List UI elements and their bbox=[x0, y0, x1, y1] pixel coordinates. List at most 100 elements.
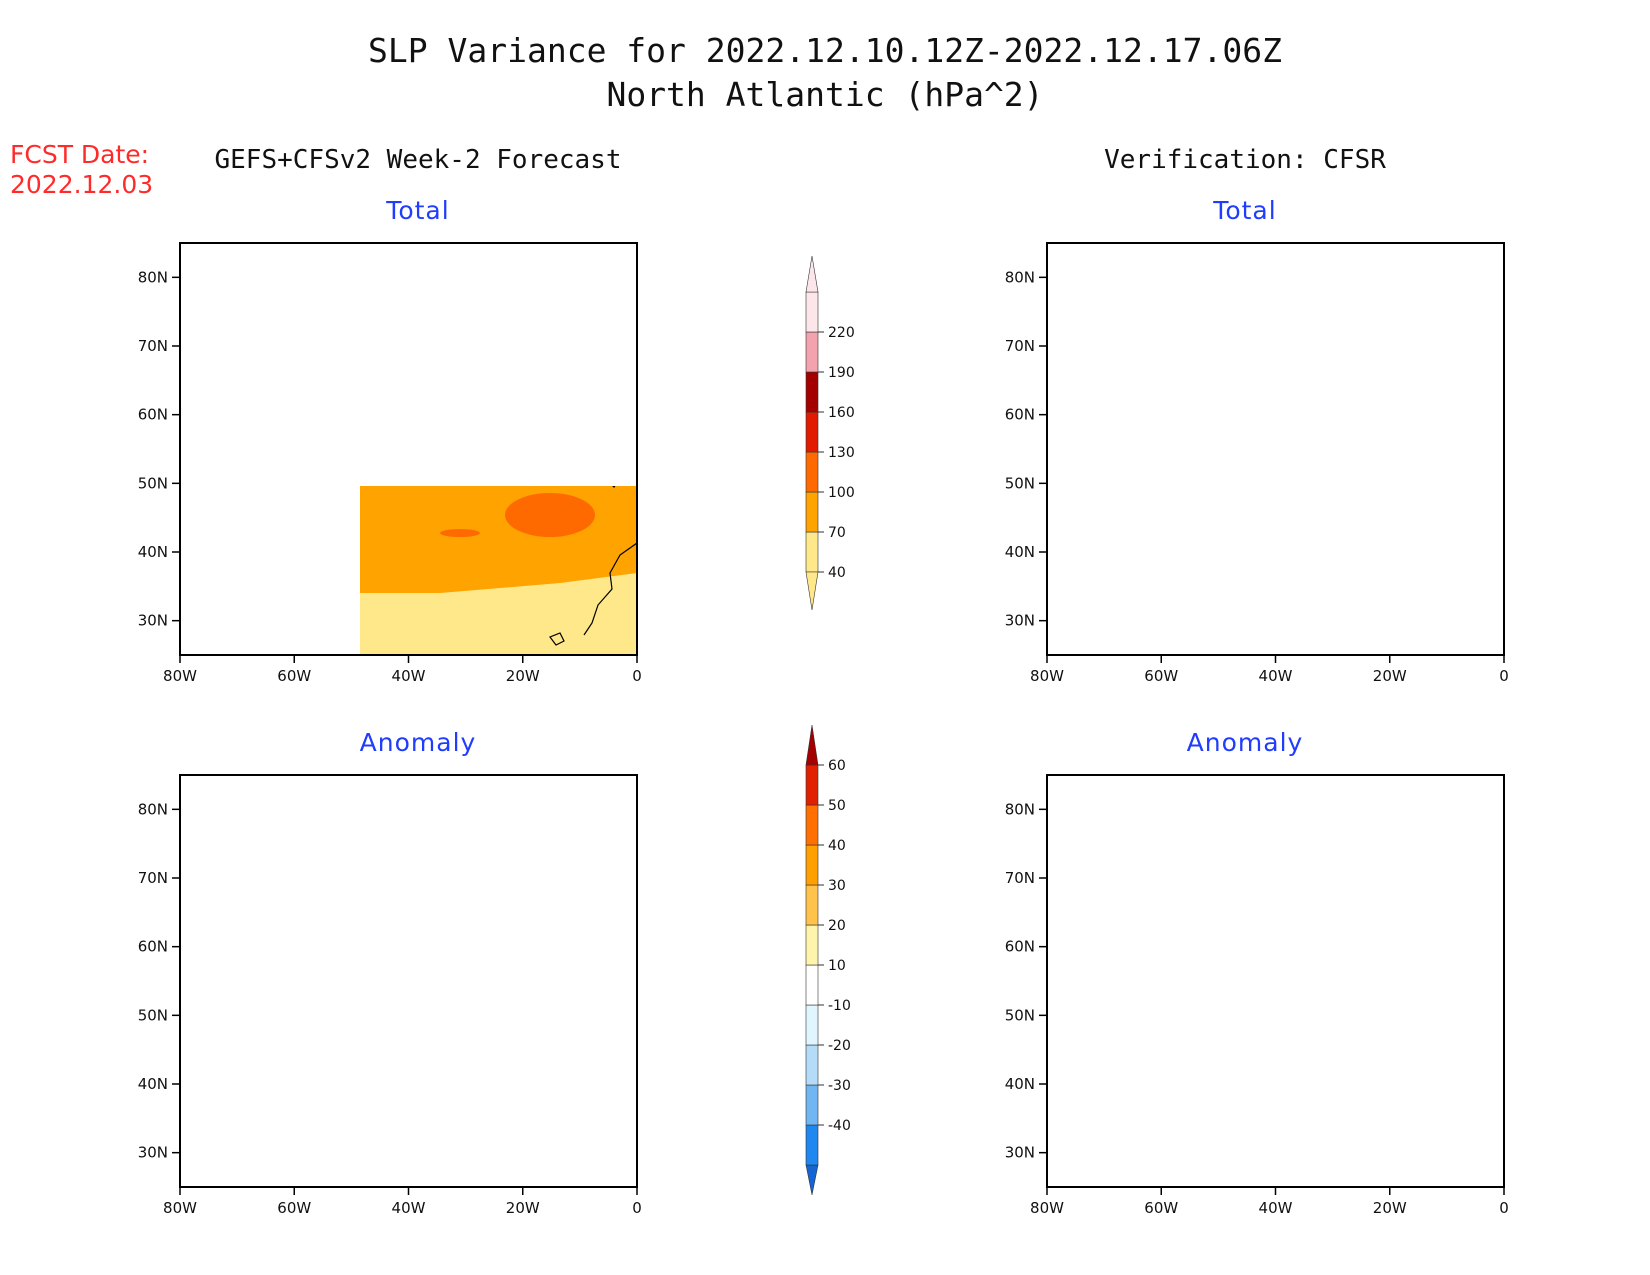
colorbar-total-label: 190 bbox=[828, 365, 855, 381]
colorbar-total-label: 160 bbox=[828, 405, 855, 421]
panel-title-verif-anomaly: Anomaly bbox=[1187, 728, 1304, 757]
lon-tick-label: 40W bbox=[1259, 667, 1293, 685]
map-verif-anomaly bbox=[1046, 774, 1505, 1188]
lat-tick-label: 70N bbox=[138, 337, 168, 355]
lat-tick-label: 60N bbox=[1005, 406, 1035, 424]
colorbar-total-swatch bbox=[805, 331, 819, 373]
lon-tick-label: 60W bbox=[1144, 1199, 1178, 1217]
lat-tick-label: 40N bbox=[1005, 543, 1035, 561]
lat-tick-label: 30N bbox=[138, 1144, 168, 1162]
colorbar-anomaly-swatch bbox=[805, 1124, 819, 1166]
colorbar-total-label: 220 bbox=[828, 325, 855, 341]
lat-tick-label: 30N bbox=[1005, 1144, 1035, 1162]
colorbar-total: 40 70 100 130 160 190 220 bbox=[805, 255, 855, 611]
lat-tick-label: 80N bbox=[138, 268, 168, 286]
lat-tick-label: 50N bbox=[138, 474, 168, 492]
lon-tick-label: 40W bbox=[392, 667, 426, 685]
lon-tick-label: 80W bbox=[163, 1199, 197, 1217]
lon-tick-label: 60W bbox=[1144, 667, 1178, 685]
lon-tick-label: 0 bbox=[1499, 667, 1509, 685]
lat-tick-label: 50N bbox=[138, 1006, 168, 1024]
colorbar-anomaly-swatch bbox=[805, 764, 819, 806]
lat-tick-label: 70N bbox=[1005, 337, 1035, 355]
lat-tick-label: 40N bbox=[138, 1075, 168, 1093]
colorbar-anomaly-label: -40 bbox=[828, 1118, 851, 1134]
lon-tick-label: 60W bbox=[277, 667, 311, 685]
colorbar-total-label: 70 bbox=[828, 525, 846, 541]
lat-tick-label: 80N bbox=[1005, 800, 1035, 818]
lon-tick-label: 80W bbox=[1030, 1199, 1064, 1217]
lon-tick-label: 0 bbox=[632, 1199, 642, 1217]
lon-tick-label: 20W bbox=[506, 667, 540, 685]
lat-tick-label: 80N bbox=[1005, 268, 1035, 286]
colorbar-anomaly-label: 50 bbox=[828, 798, 846, 814]
lat-tick-label: 40N bbox=[138, 543, 168, 561]
colorbar-anomaly-swatch bbox=[805, 1044, 819, 1086]
lat-tick-label: 50N bbox=[1005, 474, 1035, 492]
lon-tick-label: 80W bbox=[163, 667, 197, 685]
colorbar-anomaly-swatch bbox=[805, 1004, 819, 1046]
lon-tick-label: 40W bbox=[392, 1199, 426, 1217]
colorbar-anomaly-swatch bbox=[805, 1084, 819, 1126]
colorbar-anomaly-swatch bbox=[805, 884, 819, 926]
figure-subtitle: North Atlantic (hPa^2) bbox=[606, 75, 1043, 114]
map-verif-total bbox=[1046, 242, 1505, 656]
figure-title: SLP Variance for 2022.12.10.12Z-2022.12.… bbox=[368, 31, 1282, 70]
colorbar-anomaly-swatch bbox=[805, 964, 819, 1006]
lon-tick-label: 40W bbox=[1259, 1199, 1293, 1217]
lon-tick-label: 80W bbox=[1030, 667, 1064, 685]
lon-tick-label: 0 bbox=[632, 667, 642, 685]
lon-tick-label: 20W bbox=[506, 1199, 540, 1217]
colorbar-total-lower-arrow bbox=[805, 571, 819, 611]
lon-tick-label: 20W bbox=[1373, 1199, 1407, 1217]
fcst-date-value: 2022.12.03 bbox=[10, 170, 153, 199]
left-column-heading: GEFS+CFSv2 Week-2 Forecast bbox=[215, 145, 622, 175]
lat-tick-label: 80N bbox=[138, 800, 168, 818]
right-column-heading: Verification: CFSR bbox=[1104, 145, 1386, 175]
panel-title-verif-total: Total bbox=[1212, 196, 1276, 225]
colorbar-anomaly-label: 40 bbox=[828, 838, 846, 854]
map-forecast-total bbox=[179, 242, 638, 656]
colorbar-total-swatch bbox=[805, 451, 819, 493]
colorbar-anomaly-label: -20 bbox=[828, 1038, 851, 1054]
lat-tick-label: 40N bbox=[1005, 1075, 1035, 1093]
axis-ticks: 80N 70N 60N 50N 40N 30N 80W 60W 40W 20W 0 80N 70N 60N… bbox=[138, 268, 1509, 1217]
colorbar-total-label: 40 bbox=[828, 565, 846, 581]
colorbar-anomaly-label: -30 bbox=[828, 1078, 851, 1094]
colorbar-total-upper-arrow bbox=[805, 255, 819, 293]
colorbar-total-label: 100 bbox=[828, 485, 855, 501]
lon-tick-label: 0 bbox=[1499, 1199, 1509, 1217]
panel-title-forecast-anomaly: Anomaly bbox=[360, 728, 477, 757]
lat-tick-label: 60N bbox=[138, 938, 168, 956]
colorbar-total-label: 130 bbox=[828, 445, 855, 461]
lat-tick-label: 30N bbox=[138, 612, 168, 630]
lat-tick-label: 30N bbox=[1005, 612, 1035, 630]
colorbar-anomaly-label: 30 bbox=[828, 878, 846, 894]
colorbar-anomaly-label: -10 bbox=[828, 998, 851, 1014]
colorbar-anomaly-upper-arrow bbox=[805, 724, 819, 766]
colorbar-anomaly-label: 10 bbox=[828, 958, 846, 974]
colorbar-anomaly-swatch bbox=[805, 924, 819, 966]
colorbar-anomaly-swatch bbox=[805, 804, 819, 846]
lat-tick-label: 60N bbox=[138, 406, 168, 424]
panel-title-forecast-total: Total bbox=[385, 196, 449, 225]
lat-tick-label: 70N bbox=[138, 869, 168, 887]
colorbar-anomaly-label: 20 bbox=[828, 918, 846, 934]
colorbar-anomaly-swatch bbox=[805, 844, 819, 886]
map-forecast-anomaly bbox=[179, 774, 638, 1188]
lat-tick-label: 70N bbox=[1005, 869, 1035, 887]
lon-tick-label: 60W bbox=[277, 1199, 311, 1217]
colorbar-total-swatch bbox=[805, 371, 819, 413]
colorbar-total-swatch bbox=[805, 531, 819, 573]
colorbar-anomaly: -40 -30 -20 -10 10 20 30 40 50 60 bbox=[805, 724, 851, 1196]
colorbar-total-swatch bbox=[805, 491, 819, 533]
colorbar-total-swatch bbox=[805, 411, 819, 453]
colorbar-anomaly-lower-arrow bbox=[805, 1164, 819, 1196]
fcst-date-label: FCST Date: bbox=[10, 140, 149, 169]
colorbar-total-swatch bbox=[805, 291, 819, 333]
lat-tick-label: 50N bbox=[1005, 1006, 1035, 1024]
colorbar-anomaly-label: 60 bbox=[828, 758, 846, 774]
lon-tick-label: 20W bbox=[1373, 667, 1407, 685]
lat-tick-label: 60N bbox=[1005, 938, 1035, 956]
